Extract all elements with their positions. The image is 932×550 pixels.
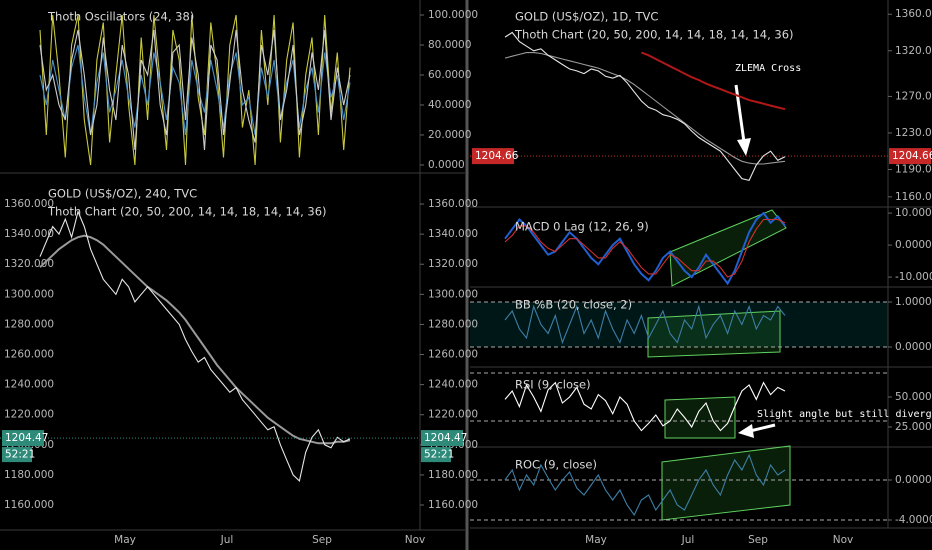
series-line xyxy=(504,453,786,517)
panel-title: GOLD (US$/OZ), 1D, TVC xyxy=(515,10,658,24)
y-tick-label: 60.0000 xyxy=(428,69,471,81)
y-tick-label: 1240.000 xyxy=(4,379,54,391)
series-line xyxy=(504,218,786,278)
panel-title: MACD 0 Lag (12, 26, 9) xyxy=(515,220,649,234)
x-tick-label: May xyxy=(585,534,607,546)
x-tick-label: Nov xyxy=(833,534,854,546)
y-tick-label: 1160.000 xyxy=(4,499,54,511)
panel-title: ROC (9, close) xyxy=(515,458,597,472)
series-line xyxy=(504,304,786,345)
y-tick-label: 1160.000 xyxy=(428,499,478,511)
series-line xyxy=(39,29,351,151)
y-tick-label: 0.0000 xyxy=(895,239,932,251)
y-tick-label: 1160.00 xyxy=(895,191,932,203)
y-tick-label: 1280.000 xyxy=(4,318,54,330)
series-line xyxy=(504,381,786,432)
y-tick-label: 1190.00 xyxy=(895,163,932,175)
y-tick-label: 1360.000 xyxy=(4,198,54,210)
y-tick-label: 80.0000 xyxy=(428,39,471,51)
y-tick-label: 50.0000 xyxy=(895,391,932,403)
price-box xyxy=(889,148,931,165)
series-line xyxy=(39,209,351,482)
y-tick-label: 1320.00 xyxy=(895,45,932,57)
price-label: 1204.47 xyxy=(424,432,467,444)
y-tick-label: 1360.000 xyxy=(428,198,478,210)
y-tick-label: 1.0000 xyxy=(895,296,932,308)
countdown: 52:21 xyxy=(424,449,454,461)
y-tick-label: 1300.000 xyxy=(4,288,54,300)
y-tick-label: 0.0000 xyxy=(895,341,932,353)
countdown-box xyxy=(2,447,32,463)
series-line xyxy=(504,31,786,182)
y-tick-label: 1340.000 xyxy=(428,228,478,240)
y-tick-label: 10.0000 xyxy=(895,207,932,219)
arrows xyxy=(734,84,776,438)
y-tick-label: 20.0000 xyxy=(428,129,471,141)
panel-title: GOLD (US$/OZ), 240, TVC xyxy=(48,187,197,201)
y-tick-label: 1180.000 xyxy=(4,469,54,481)
x-tick-label: Jul xyxy=(220,534,234,546)
y-tick-label: 1260.000 xyxy=(4,349,54,361)
x-tick-label: Sep xyxy=(312,534,332,546)
price-box xyxy=(2,430,44,447)
y-tick-label: 1340.000 xyxy=(4,228,54,240)
panel-title: BB %B (20, close, 2) xyxy=(515,298,632,312)
y-tick-label: -4.0000 xyxy=(895,514,932,526)
y-tick-label: 1220.000 xyxy=(4,409,54,421)
x-tick-label: Nov xyxy=(405,534,426,546)
countdown: 52:21 xyxy=(5,449,35,461)
y-tick-label: 1240.000 xyxy=(428,379,478,391)
bb-band xyxy=(470,302,888,347)
x-tick-label: Sep xyxy=(748,534,768,546)
y-tick-label: 1300.000 xyxy=(428,288,478,300)
x-tick-label: Jul xyxy=(681,534,695,546)
y-tick-label: -10.0000 xyxy=(895,271,932,283)
y-tick-label: 1230.00 xyxy=(895,127,932,139)
y-tick-label: 1280.000 xyxy=(428,318,478,330)
y-tick-label: 1180.000 xyxy=(428,469,478,481)
y-tick-label: 1360.00 xyxy=(895,8,932,20)
y-tick-label: 40.0000 xyxy=(428,99,471,111)
y-tick-label: 1320.000 xyxy=(4,258,54,270)
x-tick-label: May xyxy=(114,534,136,546)
countdown-box xyxy=(421,447,451,463)
y-tick-label: 1320.000 xyxy=(428,258,478,270)
series-line xyxy=(39,234,351,445)
annotation: ZLEMA Cross xyxy=(735,63,801,74)
price-label: 1204.66 xyxy=(892,150,932,162)
panel-subtitle: Thoth Chart (20, 50, 200, 14, 14, 18, 14… xyxy=(47,205,327,219)
series-line xyxy=(504,52,786,165)
panel-title: RSI (9, close) xyxy=(515,378,591,392)
y-tick-label: 0.0000 xyxy=(895,474,932,486)
panel-subtitle: Thoth Chart (20, 50, 200, 14, 14, 18, 14… xyxy=(514,28,794,42)
price-label: 1204.66 xyxy=(475,150,519,162)
price-box xyxy=(472,148,514,165)
y-tick-label: 1270.00 xyxy=(895,90,932,102)
y-tick-label: 1220.000 xyxy=(428,409,478,421)
y-tick-label: 1260.000 xyxy=(428,349,478,361)
y-tick-label: 100.0000 xyxy=(428,9,478,21)
price-label: 1204.47 xyxy=(5,432,48,444)
series-line xyxy=(504,211,786,286)
annotation: Slight angle but still divergi xyxy=(757,409,932,420)
series-line xyxy=(641,51,786,111)
panel-title: Thoth Oscillators (24, 38) xyxy=(47,10,194,24)
price-box xyxy=(421,430,463,447)
y-tick-label: 0.0000 xyxy=(428,159,465,171)
y-tick-label: 25.0000 xyxy=(895,421,932,433)
